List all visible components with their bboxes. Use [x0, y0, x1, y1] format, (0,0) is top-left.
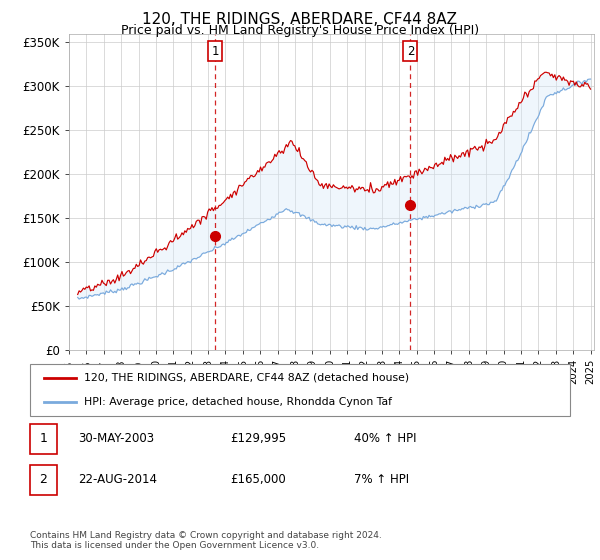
- Text: 40% ↑ HPI: 40% ↑ HPI: [354, 432, 416, 445]
- Text: 120, THE RIDINGS, ABERDARE, CF44 8AZ (detached house): 120, THE RIDINGS, ABERDARE, CF44 8AZ (de…: [84, 373, 409, 383]
- Text: 2: 2: [40, 473, 47, 486]
- Text: 30-MAY-2003: 30-MAY-2003: [79, 432, 155, 445]
- Text: 22-AUG-2014: 22-AUG-2014: [79, 473, 158, 486]
- Text: 2: 2: [407, 45, 414, 58]
- Text: 7% ↑ HPI: 7% ↑ HPI: [354, 473, 409, 486]
- FancyBboxPatch shape: [30, 465, 57, 494]
- FancyBboxPatch shape: [30, 424, 57, 454]
- Text: Contains HM Land Registry data © Crown copyright and database right 2024.
This d: Contains HM Land Registry data © Crown c…: [30, 530, 382, 550]
- FancyBboxPatch shape: [30, 364, 570, 416]
- Text: HPI: Average price, detached house, Rhondda Cynon Taf: HPI: Average price, detached house, Rhon…: [84, 396, 392, 407]
- Text: 1: 1: [40, 432, 47, 445]
- Text: 120, THE RIDINGS, ABERDARE, CF44 8AZ: 120, THE RIDINGS, ABERDARE, CF44 8AZ: [143, 12, 458, 27]
- Text: 1: 1: [211, 45, 219, 58]
- Text: Price paid vs. HM Land Registry's House Price Index (HPI): Price paid vs. HM Land Registry's House …: [121, 24, 479, 37]
- Text: £129,995: £129,995: [230, 432, 286, 445]
- Text: £165,000: £165,000: [230, 473, 286, 486]
